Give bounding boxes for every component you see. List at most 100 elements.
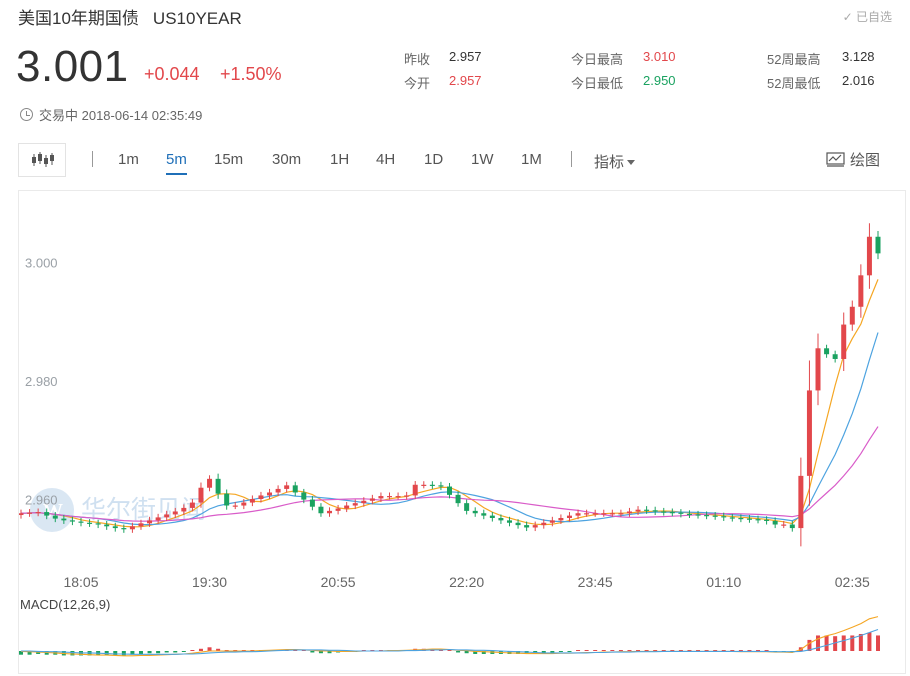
macd-bar [601,650,606,651]
macd-bar [670,650,675,651]
candle-body [609,513,615,515]
x-tick-label: 19:30 [192,574,227,590]
tab-4h[interactable]: 4H [376,151,396,168]
macd-bar [473,651,478,654]
tab-15m[interactable]: 15m [214,151,244,168]
tab-1mo[interactable]: 1M [521,151,542,168]
draw-button[interactable]: 绘图 [826,149,880,170]
candle-body [327,510,333,514]
candle-body [412,484,418,496]
macd-bar [687,650,692,651]
macd-bar [318,651,323,654]
macd-bar [824,635,829,651]
candle-body [61,518,67,521]
candle-body [104,524,110,527]
macd-bar [198,648,203,651]
candle-body [27,512,33,514]
candle-body [704,515,710,517]
candle-body [215,478,221,494]
macd-bar [456,651,461,653]
tab-5m[interactable]: 5m [166,151,187,175]
candle-body [352,503,358,506]
macd-bar [730,650,735,651]
stat-day-high-label: 今日最高 [571,52,624,67]
macd-panel [19,616,880,657]
candle-body [712,515,718,517]
macd-bar [567,651,572,652]
macd-bar [19,651,23,655]
macd-bar [113,651,118,656]
candle-body [481,513,487,516]
candle-body [301,492,307,500]
candlestick-icon [32,152,54,167]
candle-body [746,518,752,520]
y-tick-label: 3.000 [25,255,58,270]
indicator-dropdown[interactable]: 指标 [594,151,636,172]
macd-bar [516,651,521,654]
candle-body [69,520,75,522]
candle-body [35,512,41,514]
candle-body [824,348,830,355]
candle-body [198,487,204,503]
macd-bar [764,650,769,651]
candle-body [455,494,461,504]
stat-day-high-value: 3.010 [643,49,676,64]
candle-body [755,519,761,521]
candle-body [489,515,495,518]
candle-body [472,510,478,514]
tab-1h[interactable]: 1H [330,151,350,168]
candle-body [849,306,855,325]
macd-bar [147,651,152,654]
candle-body [267,492,273,496]
candle-body [258,495,264,500]
watchlist-toggle[interactable]: ✓ 已自选 [843,8,892,25]
last-price: 3.001 [16,42,129,91]
tab-1w[interactable]: 1W [471,151,494,168]
x-tick-label: 23:45 [578,574,613,590]
candle-body [566,515,572,518]
candle-body [678,512,684,514]
candle-body [438,485,444,487]
candle-body [858,275,864,307]
toolbar-divider [92,151,93,167]
candle-body [155,517,161,521]
x-axis: 18:05 19:30 20:55 22:20 23:45 01:10 02:35 [63,574,870,590]
candle-body [378,496,384,499]
candle-body [129,526,135,530]
check-icon: ✓ [842,10,853,24]
tab-1d[interactable]: 1D [424,151,444,168]
candle-body [121,528,127,530]
x-tick-label: 02:35 [835,574,870,590]
candle-body [532,525,538,528]
macd-bar [593,650,598,651]
candle-body [695,514,701,516]
candle-body [181,507,187,512]
chart-panel[interactable]: W 华尔街见闻 2.960 2.980 3.000 18:05 19:30 20:55 2… [18,190,906,674]
macd-bar [807,639,812,651]
tab-30m[interactable]: 30m [272,151,302,168]
candle-body [635,509,641,512]
macd-bar [327,651,332,654]
macd-bar [156,651,161,654]
macd-bar [70,651,75,656]
candle-body [866,236,872,276]
macd-bar [816,635,821,651]
candle-body [112,526,118,529]
candle-body [875,236,881,254]
candle-body [558,517,564,521]
macd-bar [310,651,315,653]
chart-toolbar: 1m 5m 15m 30m 1H 4H 1D 1W 1M 指标 绘图 [18,143,906,177]
macd-bar [738,650,743,651]
macd-bar [721,650,726,651]
draw-label: 绘图 [850,152,881,169]
macd-bar [173,651,178,653]
indicator-label: 指标 [594,154,625,171]
candlestick-type-button[interactable] [18,143,66,177]
macd-bar [867,632,872,651]
macd-bar [584,650,589,651]
candle-body [498,517,504,521]
tab-1m[interactable]: 1m [118,151,139,168]
macd-bar [876,635,880,651]
x-tick-label: 20:55 [321,574,356,590]
